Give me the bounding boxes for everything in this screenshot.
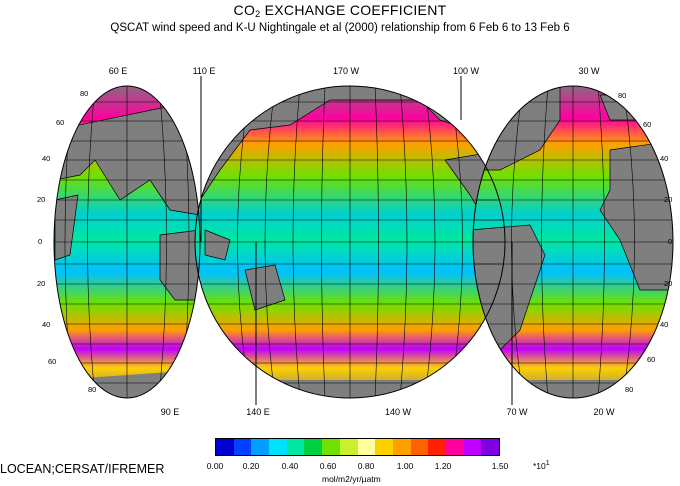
lat-label-left: 80: [80, 89, 89, 98]
legend-tick-label: 0.40: [281, 461, 299, 471]
lat-label-left: 40: [42, 320, 51, 329]
legend-tick-label: 0.80: [357, 461, 375, 471]
legend-color-swatch: [269, 439, 287, 455]
legend-color-swatch: [463, 439, 482, 455]
legend-color-swatch: [216, 439, 234, 455]
lon-label-bottom: 20 W: [593, 407, 615, 417]
legend-color-swatch: [392, 439, 411, 455]
legend-color-swatch: [428, 439, 446, 455]
lon-label-bottom: 140 E: [246, 407, 270, 417]
legend-color-swatch: [375, 439, 393, 455]
legend-tick-label: 1.20: [434, 461, 452, 471]
lon-label-top: 30 W: [578, 66, 600, 76]
legend-tick-label: 1.50: [491, 461, 509, 471]
lat-label-right: 20: [664, 279, 673, 288]
legend-tick-label: 0.60: [319, 461, 337, 471]
legend-color-swatch: [233, 439, 252, 455]
lat-label-right: 0: [668, 237, 673, 246]
lat-label-right: 40: [660, 320, 669, 329]
lat-label-right: 80: [618, 91, 627, 100]
lat-label-right: 40: [660, 154, 669, 163]
legend-color-swatch: [251, 439, 270, 455]
legend-scale-factor: *101: [533, 460, 550, 471]
legend-tick-label: 0.00: [206, 461, 224, 471]
color-legend-bar: [215, 438, 500, 456]
lat-label-right: 60: [647, 355, 656, 364]
legend-tick-label: 1.00: [396, 461, 414, 471]
legend-color-swatch: [339, 439, 358, 455]
lat-label-left: 60: [56, 118, 65, 127]
lat-label-left: 20: [37, 279, 46, 288]
lat-label-left: 0: [38, 237, 43, 246]
longitude-leader-lines: [200, 76, 513, 405]
lon-label-top: 60 E: [108, 66, 128, 76]
graticule: [54, 86, 673, 398]
legend-color-swatch: [445, 439, 464, 455]
lon-label-bottom: 70 W: [506, 407, 528, 417]
lon-label-top: 170 W: [332, 66, 360, 76]
lat-label-left: 40: [42, 154, 51, 163]
lat-label-left: 60: [48, 357, 57, 366]
lon-label-top: 110 E: [192, 66, 216, 76]
legend-color-swatch: [322, 439, 340, 455]
lat-label-right: 20: [664, 195, 673, 204]
lat-label-left: 20: [37, 195, 46, 204]
legend-color-swatch: [357, 439, 376, 455]
legend-color-swatch: [481, 439, 499, 455]
legend-color-swatch: [286, 439, 305, 455]
legend-color-swatch: [410, 439, 429, 455]
lobe-indian-ocean: [54, 86, 200, 398]
map-subtitle: QSCAT wind speed and K-U Nightingale et …: [110, 22, 570, 34]
lat-label-right: 60: [643, 120, 652, 129]
lat-label-right: 80: [625, 385, 634, 394]
lat-label-left: 80: [88, 385, 97, 394]
lon-label-bottom: 90 E: [160, 407, 180, 417]
credit-text: LOCEAN;CERSAT/IFREMER: [0, 462, 165, 476]
lon-label-bottom: 140 W: [384, 407, 412, 417]
legend-color-swatch: [304, 439, 323, 455]
legend-tick-label: 0.20: [242, 461, 260, 471]
legend-units: mol/m2/yr/µatm: [322, 474, 381, 484]
map-title: CO2 EXCHANGE COEFFICIENT: [233, 2, 447, 19]
lon-label-top: 100 W: [452, 66, 480, 76]
